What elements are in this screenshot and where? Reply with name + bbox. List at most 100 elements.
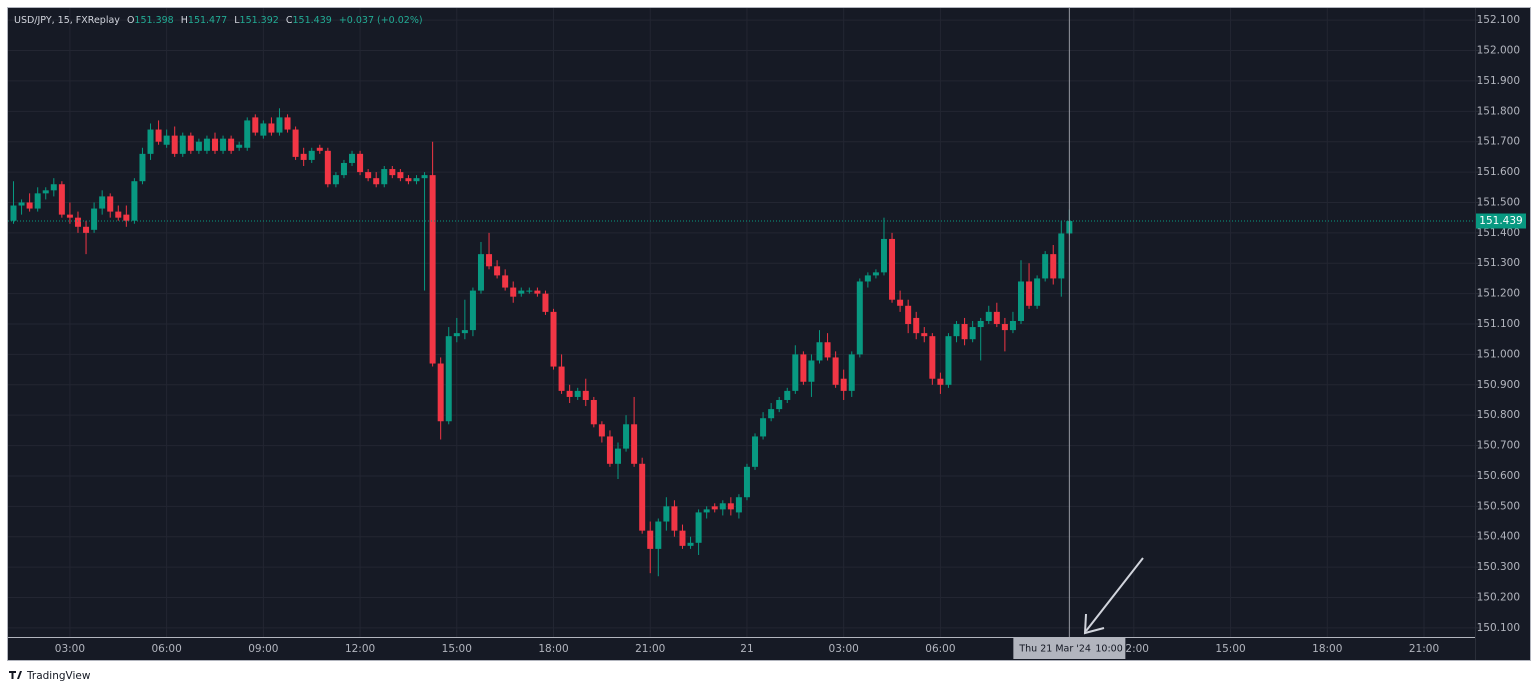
candle-body — [937, 378, 944, 385]
arrow-head — [1083, 613, 1105, 635]
candle-body — [824, 342, 831, 358]
candle-body — [228, 138, 235, 151]
candle-body — [18, 202, 25, 206]
candle-body — [397, 172, 404, 179]
y-tick-label: 150.500 — [1477, 500, 1520, 512]
candle-body — [848, 354, 855, 391]
candle-body — [405, 178, 412, 182]
candle-body — [365, 172, 372, 179]
candle-body — [735, 497, 742, 513]
candles — [10, 108, 1073, 577]
candle-body — [1026, 281, 1033, 306]
candle-body — [1058, 233, 1065, 279]
arrow-annotation — [1083, 557, 1144, 635]
candle-body — [276, 117, 283, 133]
close-label: C — [286, 15, 293, 26]
candle-body — [324, 150, 331, 185]
candle-body — [83, 226, 90, 233]
candle-body — [340, 162, 347, 176]
candle-body — [220, 138, 227, 151]
y-tick-label: 151.700 — [1477, 136, 1520, 148]
candle-body — [131, 181, 138, 221]
y-tick-label: 151.500 — [1477, 196, 1520, 208]
open-label: O — [127, 15, 134, 26]
candle-body — [598, 424, 605, 437]
candle-body — [864, 275, 871, 282]
candle-body — [800, 354, 807, 382]
low-label: L — [234, 15, 240, 26]
x-tick-label: 12:00 — [1119, 643, 1149, 655]
candle-body — [316, 147, 323, 151]
x-tick-label: 21:00 — [1409, 643, 1439, 655]
candle-body — [461, 330, 468, 334]
y-tick-label: 151.300 — [1477, 257, 1520, 269]
candle-body — [187, 135, 194, 151]
candle-body — [574, 390, 581, 397]
arrow-line — [1085, 557, 1144, 632]
candle-body — [711, 506, 718, 510]
candle-body — [1009, 320, 1016, 331]
candle-body — [913, 317, 920, 334]
grid: 152.100 152.000 151.900 151.800 151.700 151.6… — [8, 8, 1520, 655]
candle-body — [784, 390, 791, 400]
candle-body — [284, 117, 291, 130]
y-tick-label: 151.200 — [1477, 288, 1520, 300]
candle-body — [268, 123, 275, 133]
brand-logo — [9, 671, 22, 679]
crosshair-time: 10:00 — [1095, 644, 1122, 655]
candle-body — [647, 530, 654, 549]
x-tick-label: 15:00 — [1215, 643, 1245, 655]
overlay: 151.439 Thu 21 Mar '24 10:00 — [8, 8, 1526, 659]
symbol: USD/JPY, 15, FXReplay — [14, 15, 120, 26]
candle-body — [993, 311, 1000, 325]
candle-body — [816, 342, 823, 361]
candle-body — [953, 324, 960, 337]
close-value: 151.439 — [293, 15, 332, 26]
candle-body — [453, 333, 460, 337]
candle-body — [179, 135, 186, 154]
candle-body — [1050, 254, 1057, 279]
candle-body — [91, 208, 98, 230]
candle-body — [977, 320, 984, 328]
x-tick-label: 09:00 — [248, 643, 278, 655]
candle-body — [752, 436, 759, 467]
y-tick-label: 151.000 — [1477, 348, 1520, 360]
candle-body — [66, 214, 73, 218]
x-tick-label: 15:00 — [442, 643, 472, 655]
candle-body — [252, 117, 259, 133]
candle-body — [695, 512, 702, 543]
candle-body — [50, 184, 57, 191]
x-tick-label: 21:00 — [635, 643, 665, 655]
candle-body — [606, 436, 613, 464]
last-price-label: 151.439 — [1479, 215, 1522, 227]
candle-body — [889, 238, 896, 300]
candle-body — [107, 196, 114, 212]
candle-body — [429, 175, 436, 364]
candle-body — [469, 290, 476, 331]
candle-body — [679, 530, 686, 546]
candle-body — [99, 196, 106, 209]
y-tick-label: 152.100 — [1477, 14, 1520, 26]
candle-body — [1018, 281, 1024, 321]
brand-text: TradingView — [26, 670, 91, 682]
candle-body — [558, 366, 565, 391]
x-tick-label: 12:00 — [345, 643, 375, 655]
candle-body — [349, 153, 356, 163]
candle-body — [212, 138, 218, 151]
candle-body — [631, 424, 638, 464]
candle-body — [510, 287, 517, 297]
brand: TradingView — [9, 670, 91, 682]
y-tick-label: 150.400 — [1477, 531, 1520, 543]
y-tick-label: 151.400 — [1477, 227, 1520, 239]
chart-frame — [7, 7, 1531, 661]
candle-body — [373, 178, 380, 185]
y-tick-label: 150.800 — [1477, 409, 1520, 421]
candle-body — [808, 360, 815, 382]
candle-body — [623, 424, 630, 449]
candle-body — [203, 138, 210, 151]
y-tick-label: 150.100 — [1477, 622, 1520, 634]
candle-body — [945, 336, 952, 385]
candle-body — [389, 169, 396, 176]
